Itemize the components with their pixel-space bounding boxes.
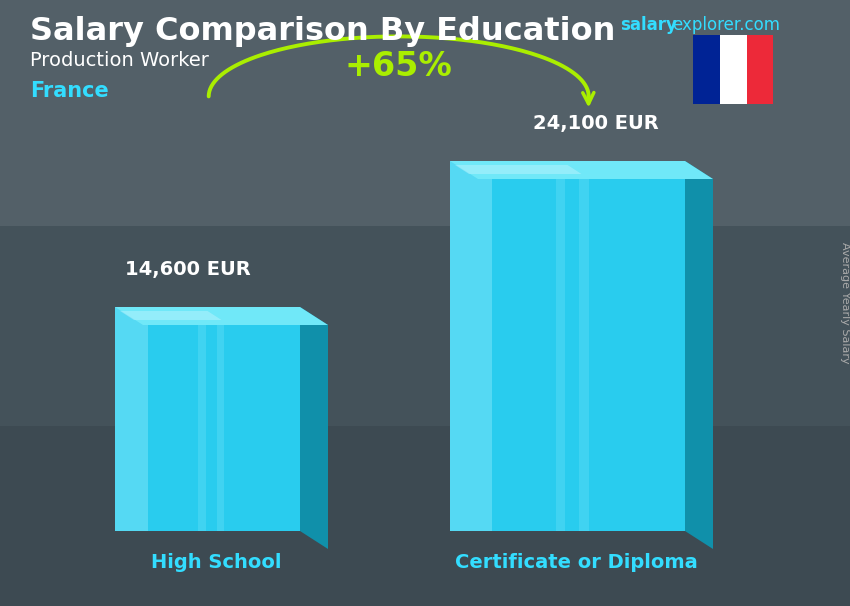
Polygon shape [120,311,222,320]
Text: France: France [30,81,109,101]
Text: Production Worker: Production Worker [30,51,209,70]
Polygon shape [115,307,148,531]
Text: 24,100 EUR: 24,100 EUR [533,114,659,133]
Bar [0,0,850,226]
Polygon shape [685,161,713,549]
Polygon shape [198,307,206,531]
Bar [693,35,720,104]
Polygon shape [300,307,328,549]
Bar [0,426,850,606]
Text: Certificate or Diploma: Certificate or Diploma [455,553,697,572]
Polygon shape [115,307,300,531]
Polygon shape [450,161,492,531]
Bar [720,35,746,104]
Polygon shape [217,307,224,531]
Text: 14,600 EUR: 14,600 EUR [125,260,251,279]
Text: explorer.com: explorer.com [672,16,780,34]
Bar [0,226,850,426]
Text: salary: salary [620,16,677,34]
Polygon shape [115,307,328,325]
Polygon shape [556,161,565,531]
Polygon shape [450,161,713,179]
Text: Salary Comparison By Education: Salary Comparison By Education [30,16,615,47]
Text: High School: High School [150,553,281,572]
Polygon shape [450,161,685,531]
Bar [746,35,774,104]
Polygon shape [455,165,581,174]
Polygon shape [579,161,589,531]
Text: +65%: +65% [345,50,452,83]
Text: Average Yearly Salary: Average Yearly Salary [840,242,850,364]
